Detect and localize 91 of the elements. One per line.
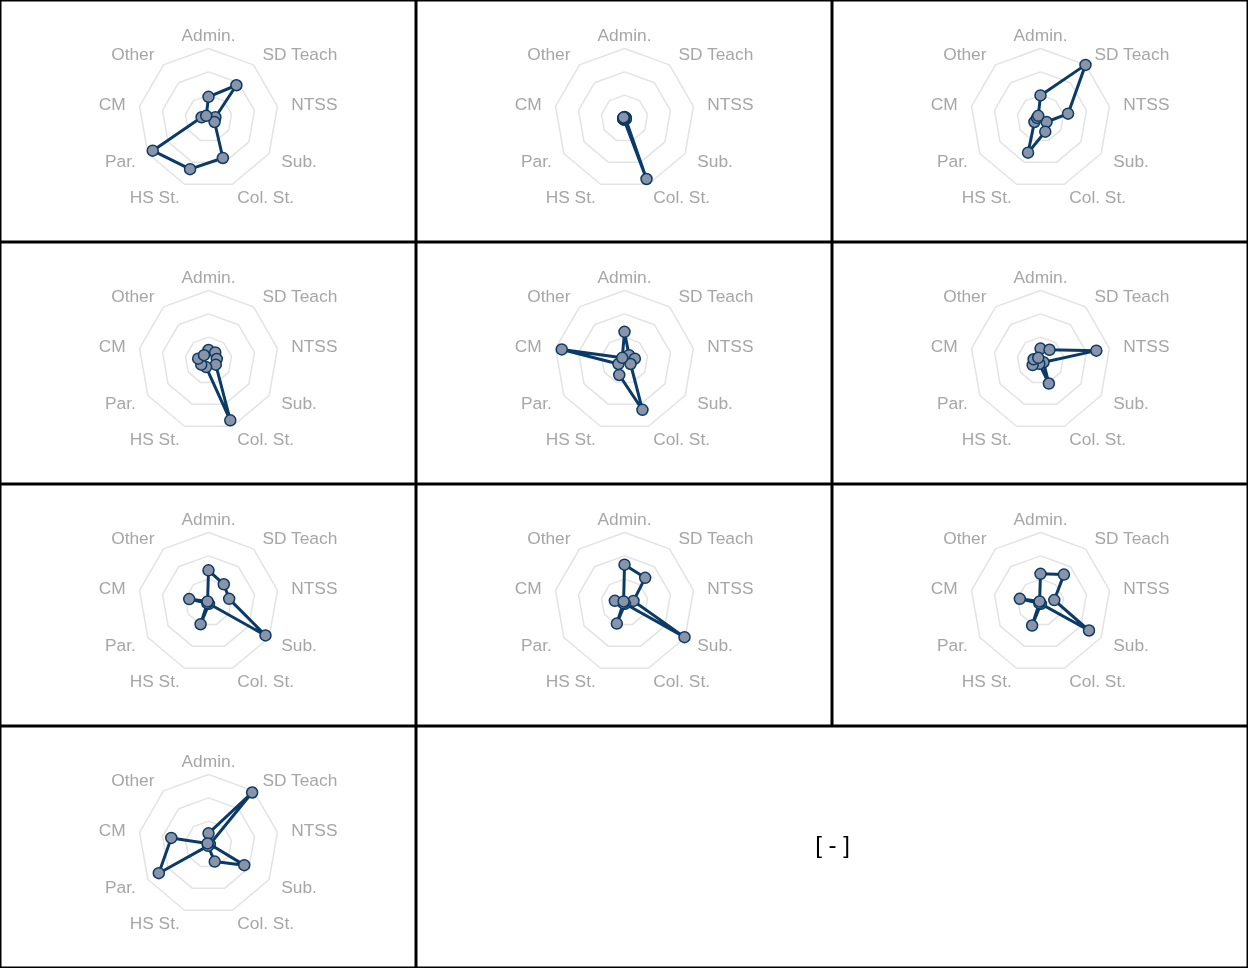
spoke-label: HS St.: [961, 429, 1012, 450]
spoke-label: Sub.: [697, 150, 733, 171]
spoke-label: Other: [111, 770, 155, 791]
spoke-label: HS St.: [545, 671, 596, 692]
spoke-label: SD Teach: [678, 44, 754, 65]
spoke-label: Admin.: [181, 24, 236, 45]
spoke-label: NTSS: [707, 335, 754, 356]
spoke-label: Par.: [936, 392, 968, 413]
spoke-label: CM: [930, 577, 958, 598]
spoke-label: Admin.: [597, 266, 652, 287]
text: [ - ]: [815, 831, 850, 858]
spoke-label: Sub.: [281, 150, 317, 171]
spoke-label: Sub.: [281, 392, 317, 413]
spoke-label: SD Teach: [262, 44, 338, 65]
spoke-label: Other: [943, 528, 987, 549]
spoke-label: SD Teach: [1094, 286, 1170, 307]
spoke-label: Sub.: [1113, 634, 1149, 655]
spoke-label: Sub.: [1113, 150, 1149, 171]
spoke-label: HS St.: [961, 187, 1012, 208]
spoke-label: HS St.: [129, 913, 180, 934]
spoke-label: Par.: [104, 634, 136, 655]
spoke-label: Col. St.: [1069, 671, 1127, 692]
spoke-label: Other: [527, 44, 571, 65]
spoke-label: Col. St.: [653, 187, 711, 208]
spoke-label: Col. St.: [237, 187, 295, 208]
spoke-label: Admin.: [1013, 266, 1068, 287]
spoke-label: SD Teach: [262, 528, 338, 549]
spoke-label: NTSS: [707, 93, 754, 114]
spoke-label: Sub.: [697, 634, 733, 655]
spoke-label: Other: [943, 44, 987, 65]
spoke-label: CM: [98, 335, 126, 356]
spoke-label: Other: [943, 286, 987, 307]
spoke-label: CM: [514, 577, 542, 598]
spoke-label: Sub.: [281, 876, 317, 897]
spoke-label: CM: [514, 335, 542, 356]
spoke-label: Par.: [520, 392, 552, 413]
spoke-label: NTSS: [707, 577, 754, 598]
spoke-label: Col. St.: [653, 671, 711, 692]
spoke-label: Par.: [104, 392, 136, 413]
spoke-label: NTSS: [1123, 93, 1170, 114]
spoke-label: SD Teach: [262, 286, 338, 307]
spoke-label: SD Teach: [678, 528, 754, 549]
spoke-label: Admin.: [597, 508, 652, 529]
spoke-label: Other: [111, 528, 155, 549]
spoke-label: Other: [111, 286, 155, 307]
spoke-label: HS St.: [545, 187, 596, 208]
spoke-label: Admin.: [1013, 508, 1068, 529]
spoke-label: HS St.: [129, 187, 180, 208]
spoke-label: Col. St.: [1069, 429, 1127, 450]
spoke-label: Other: [111, 44, 155, 65]
spoke-label: CM: [98, 93, 126, 114]
spoke-label: NTSS: [291, 335, 338, 356]
spoke-label: NTSS: [1123, 577, 1170, 598]
spoke-label: HS St.: [961, 671, 1012, 692]
spoke-label: Par.: [936, 634, 968, 655]
spoke-label: HS St.: [129, 429, 180, 450]
spoke-label: Sub.: [697, 392, 733, 413]
spoke-label: CM: [98, 819, 126, 840]
spoke-label: Par.: [520, 634, 552, 655]
spoke-label: HS St.: [545, 429, 596, 450]
spoke-label: Admin.: [181, 750, 236, 771]
spoke-label: Par.: [936, 150, 968, 171]
spoke-label: NTSS: [291, 93, 338, 114]
spoke-label: SD Teach: [1094, 44, 1170, 65]
spoke-label: HS St.: [129, 671, 180, 692]
spoke-label: CM: [930, 93, 958, 114]
spoke-label: Col. St.: [237, 913, 295, 934]
spoke-label: NTSS: [291, 577, 338, 598]
spoke-label: CM: [98, 577, 126, 598]
spoke-label: NTSS: [291, 819, 338, 840]
spoke-label: Other: [527, 286, 571, 307]
spoke-label: Admin.: [181, 266, 236, 287]
spoke-label: CM: [514, 93, 542, 114]
spoke-label: Admin.: [1013, 24, 1068, 45]
spoke-label: Sub.: [1113, 392, 1149, 413]
spoke-label: NTSS: [1123, 335, 1170, 356]
spoke-label: CM: [930, 335, 958, 356]
spoke-label: Sub.: [281, 634, 317, 655]
spoke-label: Par.: [104, 150, 136, 171]
spoke-label: Admin.: [597, 24, 652, 45]
spoke-label: Col. St.: [653, 429, 711, 450]
spoke-label: Col. St.: [237, 429, 295, 450]
spoke-label: Par.: [104, 876, 136, 897]
spoke-label: Col. St.: [1069, 187, 1127, 208]
spoke-label: Par.: [520, 150, 552, 171]
spoke-label: Admin.: [181, 508, 236, 529]
spoke-label: SD Teach: [262, 770, 338, 791]
spoke-label: Col. St.: [237, 671, 295, 692]
spoke-label: SD Teach: [1094, 528, 1170, 549]
spoke-label: Other: [527, 528, 571, 549]
spoke-label: SD Teach: [678, 286, 754, 307]
